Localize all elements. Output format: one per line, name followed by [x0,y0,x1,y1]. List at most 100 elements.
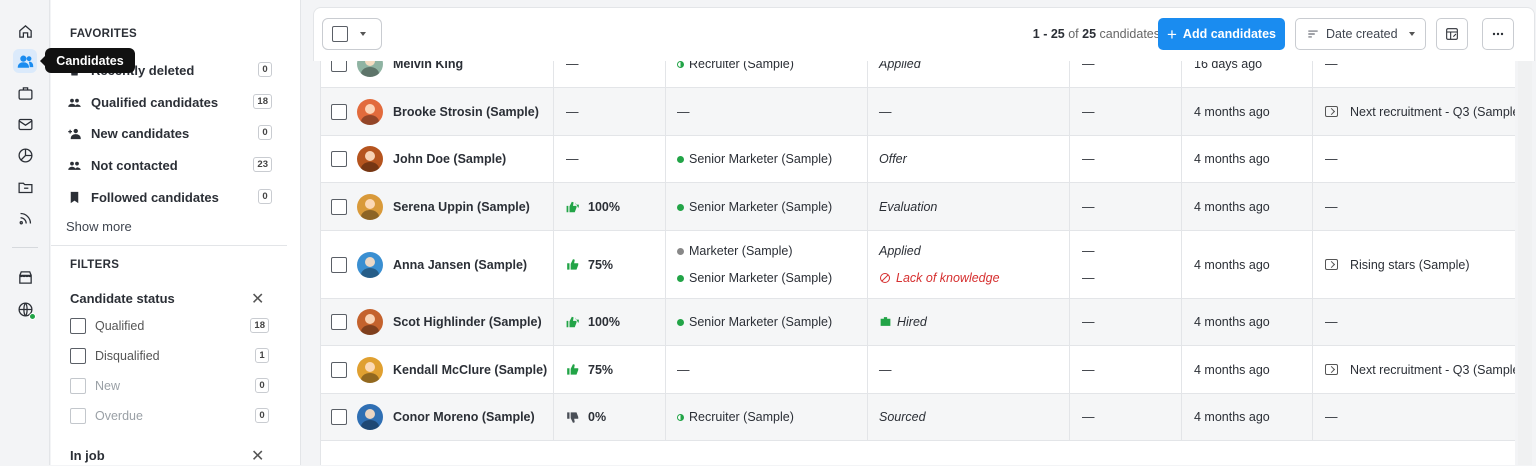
talent-pool-cell: Rising stars (Sample) [1313,231,1515,298]
candidates-icon[interactable] [13,49,37,73]
filter-option-overdue[interactable]: Overdue 0 [70,406,269,426]
row-checkbox[interactable] [331,198,347,215]
avatar [357,98,383,125]
table-row[interactable]: Kendall McClure (Sample) 75% — — — 4 months a… [321,346,1515,394]
candidate-name[interactable]: Kendall McClure (Sample) [393,362,548,377]
checkbox[interactable] [70,348,86,364]
range-of: of [1068,27,1079,41]
favorite-qualified-candidates[interactable]: Qualified candidates 18 [67,91,272,113]
name-cell[interactable]: Anna Jansen (Sample) [321,231,554,298]
talent-pool-name[interactable]: — [1325,152,1338,166]
clear-filter-icon[interactable]: ✕ [251,448,265,465]
table-scrollbar[interactable] [1518,61,1532,465]
stage-cell: — [868,88,1070,135]
bookmark-icon [70,191,79,203]
name-cell[interactable]: Serena Uppin (Sample) [321,183,554,230]
name-cell[interactable]: Scot Highlinder (Sample) [321,299,554,345]
job-name[interactable]: — [677,104,690,119]
more-horizontal-icon [1492,32,1504,36]
name-cell[interactable]: John Doe (Sample) [321,136,554,182]
thumbs-down-icon [567,412,579,423]
name-cell[interactable]: Conor Moreno (Sample) [321,394,554,440]
jobs-cell: Senior Marketer (Sample) [666,299,868,345]
stage-cell: Sourced [868,394,1070,440]
talent-pool-name[interactable]: Next recruitment - Q3 (Sample) [1350,104,1515,119]
table-row[interactable]: Conor Moreno (Sample) 0% Recruiter (Sample… [321,394,1515,441]
job-name[interactable]: Recruiter (Sample) [689,410,794,424]
table-row[interactable]: Serena Uppin (Sample) 100% Senior Marketer… [321,183,1515,231]
mail-icon[interactable] [13,112,37,136]
candidate-name[interactable]: Conor Moreno (Sample) [393,410,535,424]
talent-pool-name[interactable]: Rising stars (Sample) [1350,257,1470,272]
checkbox[interactable] [70,408,86,424]
created-value: 4 months ago [1194,257,1270,272]
stage-cell: — [868,346,1070,393]
filter-option-new[interactable]: New 0 [70,376,269,396]
other-value: — [1082,271,1095,285]
score-value: — [566,152,579,166]
score-cell: 100% [554,183,666,230]
stage-name: Hired [897,315,927,329]
job-name[interactable]: Senior Marketer (Sample) [689,199,833,214]
talent-pool-name[interactable]: — [1325,410,1338,424]
folder-icon[interactable] [13,175,37,199]
job-name[interactable]: Senior Marketer (Sample) [689,271,833,285]
columns-button[interactable] [1436,18,1468,50]
feed-icon[interactable] [13,206,37,230]
table-row[interactable]: Scot Highlinder (Sample) 100% Senior Marke… [321,299,1515,346]
name-cell[interactable]: Kendall McClure (Sample) [321,346,554,393]
select-all-checkbox[interactable] [332,26,348,42]
row-checkbox[interactable] [331,409,347,425]
jobs-icon[interactable] [13,81,37,105]
job-status-dot [677,203,684,211]
sort-dropdown[interactable]: Date created [1295,18,1426,50]
talent-pool-name[interactable]: — [1325,199,1338,214]
score-cell: 75% [554,231,666,298]
filter-option-label: Overdue [95,409,143,423]
table-row[interactable]: John Doe (Sample) — Senior Marketer (Sampl… [321,136,1515,183]
candidates-table: Melvin King — Recruiter (Sample) Applied —16… [320,56,1515,465]
row-checkbox[interactable] [331,314,347,330]
talent-pool-name[interactable]: Next recruitment - Q3 (Sample) [1350,362,1515,377]
clear-filter-icon[interactable]: ✕ [251,291,265,308]
more-options-button[interactable] [1482,18,1514,50]
candidate-name[interactable]: Scot Highlinder (Sample) [393,315,542,329]
row-checkbox[interactable] [331,151,347,167]
candidate-name[interactable]: Serena Uppin (Sample) [393,199,530,214]
home-icon[interactable] [13,19,37,43]
favorite-count: 0 [258,189,272,204]
candidate-name[interactable]: Anna Jansen (Sample) [393,257,528,272]
filters-title: FILTERS [70,259,120,271]
add-candidates-button[interactable]: + Add candidates [1158,18,1285,50]
job-name[interactable]: Senior Marketer (Sample) [689,152,833,166]
row-checkbox[interactable] [331,361,347,378]
row-checkbox[interactable] [331,103,347,120]
reports-icon[interactable] [13,143,37,167]
name-cell[interactable]: Brooke Strosin (Sample) [321,88,554,135]
job-name[interactable]: Senior Marketer (Sample) [689,315,833,329]
favorite-count: 18 [253,94,272,109]
job-name[interactable]: Marketer (Sample) [689,244,793,258]
created-cell: 4 months ago [1182,299,1313,345]
table-row[interactable]: Brooke Strosin (Sample) — — — — 4 months ago N… [321,88,1515,136]
select-all-dropdown[interactable] [322,18,382,50]
candidate-name[interactable]: John Doe (Sample) [393,152,507,166]
job-name[interactable]: — [677,362,690,377]
rail-divider [12,247,38,248]
table-row[interactable]: Anna Jansen (Sample) 75% Marketer (Sample)… [321,231,1515,299]
other-cell: — [1070,183,1182,230]
show-more-link[interactable]: Show more [66,219,132,234]
career-site-icon[interactable] [13,297,37,321]
filter-option-disqualified[interactable]: Disqualified 1 [70,346,269,366]
favorite-not-contacted[interactable]: Not contacted 23 [67,154,272,176]
favorite-followed-candidates[interactable]: Followed candidates 0 [67,186,272,208]
favorite-new-candidates[interactable]: New candidates 0 [67,122,272,144]
filter-option-qualified[interactable]: Qualified 18 [70,316,269,336]
checkbox[interactable] [70,318,86,334]
candidate-name[interactable]: Brooke Strosin (Sample) [393,104,539,119]
checkbox[interactable] [70,378,86,394]
talent-pool-name[interactable]: — [1325,315,1338,329]
marketplace-icon[interactable] [13,265,37,289]
row-checkbox[interactable] [331,256,347,273]
other-cell: — [1070,394,1182,440]
